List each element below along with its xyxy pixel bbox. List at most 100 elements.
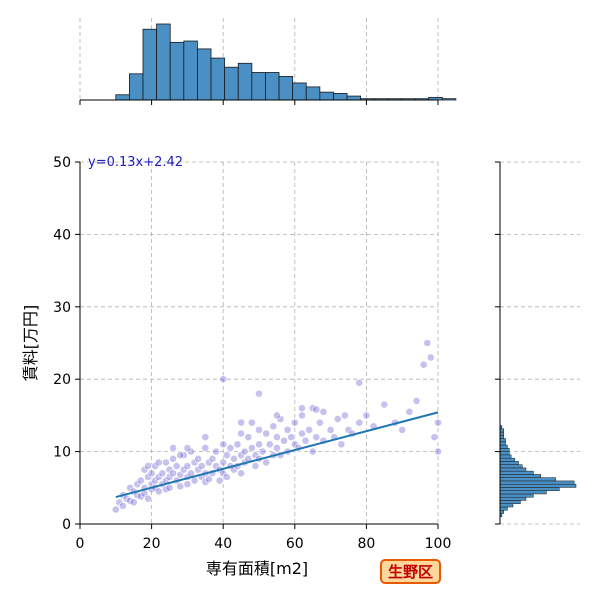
top-histogram-bar [251, 72, 266, 101]
scatter-point [326, 425, 335, 434]
scatter-point [119, 501, 127, 510]
scatter-point [305, 425, 314, 434]
x-tick-label: 40 [214, 536, 232, 552]
right-histogram-bar [499, 470, 534, 475]
right-histogram-grid [500, 161, 580, 525]
scatter-point [237, 469, 245, 478]
scatter-point [172, 462, 181, 470]
scatter-point [251, 462, 260, 470]
scatter-point [419, 360, 428, 369]
scatter-point [272, 411, 281, 420]
scatter-points [111, 339, 442, 514]
scatter-point [405, 407, 414, 416]
scatter-point [111, 505, 120, 514]
scatter-point [158, 469, 167, 478]
right-histogram-bar [499, 477, 556, 482]
y-tick-label: 0 [62, 517, 71, 533]
scatter-point [201, 444, 210, 452]
scatter-point [312, 433, 321, 442]
right-histogram-ticks [495, 161, 500, 525]
right-histogram-bar [499, 483, 577, 488]
regression-line [115, 411, 439, 499]
scatter-point [183, 462, 192, 470]
scatter-point [434, 418, 442, 427]
scatter-point [265, 440, 274, 449]
right-histogram-bar [499, 441, 506, 446]
main-ticks: 0 20 40 60 80 100 0 10 20 30 40 50 [53, 155, 451, 552]
scatter-point [398, 425, 407, 434]
regression-equation: y=0.13x+2.42 [88, 155, 183, 170]
scatter-point [194, 454, 203, 463]
scatter-point [176, 451, 185, 460]
scatter-point [183, 480, 192, 489]
top-histogram-bar [333, 93, 348, 101]
scatter-point [262, 429, 271, 438]
top-histogram-bar [237, 62, 253, 101]
right-histogram-bar [499, 480, 575, 485]
scatter-point [298, 404, 306, 413]
y-axis-title: 賃料[万円] [21, 305, 40, 382]
y-tick-label: 30 [53, 300, 71, 316]
scatter-point [169, 444, 177, 452]
scatter-point [244, 433, 253, 442]
y-tick-label: 10 [53, 445, 71, 461]
scatter-point [129, 498, 138, 507]
scatter-point [337, 440, 346, 449]
top-histogram-bar [441, 98, 457, 101]
scatter-point [272, 444, 281, 452]
scatter-point [280, 436, 288, 445]
scatter-point [298, 411, 306, 420]
y-tick-label: 20 [53, 372, 71, 388]
y-tick-label: 50 [53, 155, 71, 171]
scatter-point [355, 418, 364, 427]
scatter-point [247, 418, 256, 427]
scatter-point [301, 436, 310, 445]
right-histogram-bar [499, 474, 542, 478]
scatter-point [255, 389, 263, 398]
top-histogram-ticks [79, 100, 439, 105]
top-histogram-bar [305, 86, 321, 101]
scatter-point [162, 458, 170, 467]
top-histogram-bars [115, 23, 457, 101]
right-histogram-bar [499, 464, 523, 469]
right-histogram-bar [499, 448, 510, 452]
scatter-point [255, 425, 263, 434]
scatter-point [230, 454, 238, 463]
top-histogram-bar [129, 73, 144, 101]
right-histogram-bar [499, 509, 504, 514]
top-histogram-bar [292, 82, 307, 101]
scatter-point [219, 440, 228, 449]
scatter-point [255, 440, 263, 449]
scatter-point [144, 494, 152, 503]
scatter-point [183, 444, 192, 452]
top-histogram-bar [156, 23, 171, 101]
top-histogram-bar [319, 91, 334, 101]
scatter-point [222, 473, 231, 481]
scatter-point [237, 418, 245, 427]
scatter-point [144, 462, 152, 470]
scatter-point [308, 447, 317, 456]
x-tick-label: 0 [76, 536, 85, 552]
right-histogram-bar [499, 457, 516, 462]
scatter-point [298, 429, 306, 438]
scatter-point [222, 451, 231, 460]
right-histogram-bar [499, 467, 527, 472]
scatter-point [136, 476, 145, 485]
scatter-point [201, 433, 210, 442]
right-histogram-bar [499, 461, 519, 465]
top-histogram-bar [183, 40, 198, 101]
scatter-point [319, 407, 328, 416]
right-histogram-bar [499, 496, 527, 501]
scatter-point [341, 411, 349, 420]
scatter-point [247, 444, 256, 452]
top-histogram-bar [197, 48, 212, 101]
right-histogram-bar [499, 500, 521, 504]
top-histogram-bar [115, 94, 130, 101]
scatter-point [165, 483, 174, 492]
x-tick-label: 60 [286, 536, 304, 552]
scatter-point [215, 476, 224, 485]
scatter-point [362, 411, 371, 420]
scatter-point [219, 375, 228, 384]
scatter-point [208, 454, 217, 463]
